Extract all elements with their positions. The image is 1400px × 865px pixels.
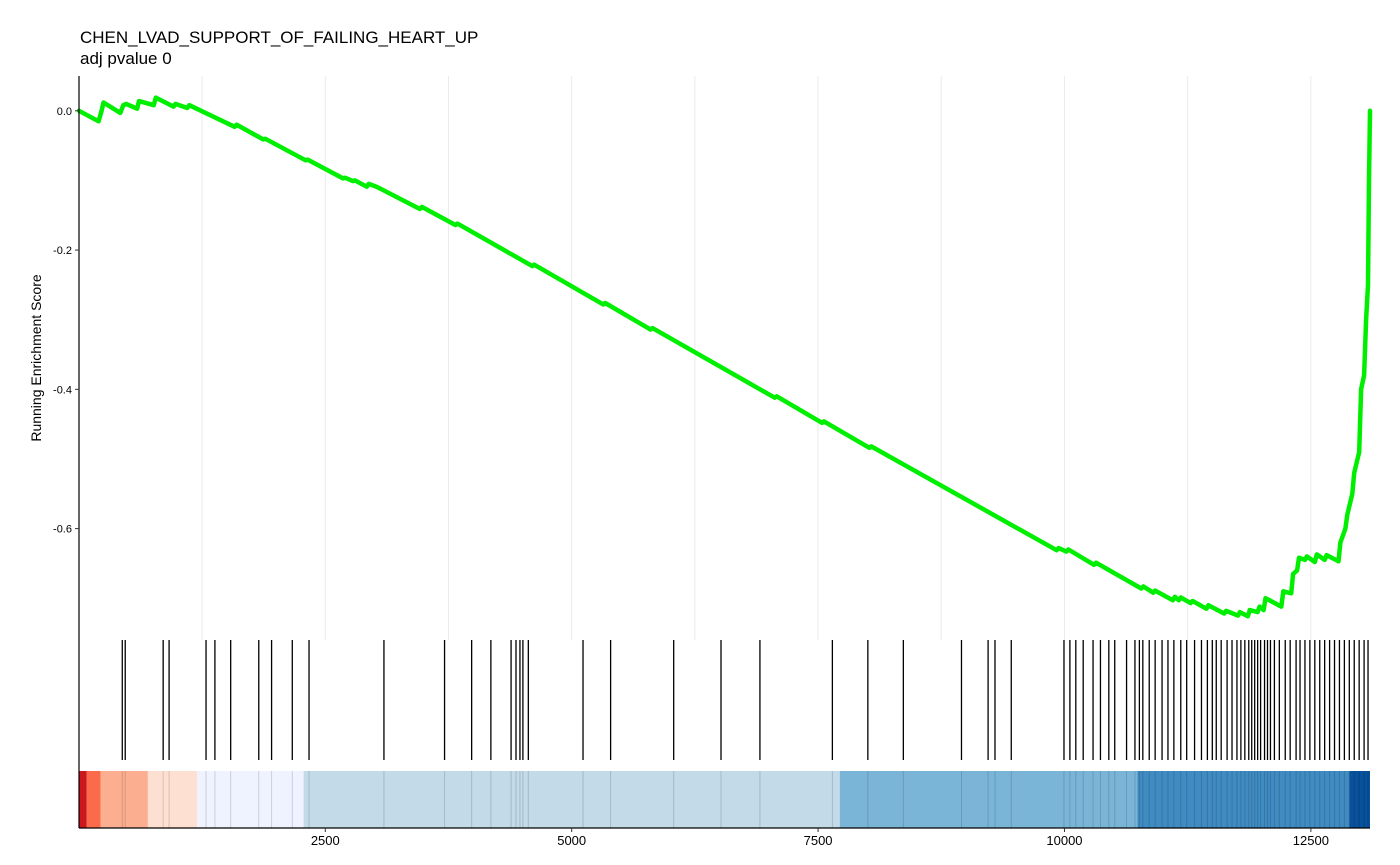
rank-band	[303, 771, 840, 828]
chart-title: CHEN_LVAD_SUPPORT_OF_FAILING_HEART_UP	[80, 28, 478, 47]
rank-band	[197, 771, 304, 828]
rank-band	[1349, 771, 1370, 828]
x-tick-label: 12500	[1293, 833, 1329, 848]
y-axis-label: Running Enrichment Score	[28, 274, 44, 442]
y-tick-label: -0.6	[53, 524, 72, 536]
x-axis: 2500 5000 7500 10000 12500	[78, 640, 1370, 848]
x-tick-label: 2500	[311, 833, 340, 848]
gene-hit-marks	[121, 640, 1369, 828]
rank-band	[839, 771, 1138, 828]
rank-band	[1137, 771, 1350, 828]
x-tick-label: 10000	[1046, 833, 1082, 848]
chart-subtitle: adj pvalue 0	[80, 49, 172, 68]
x-tick-label: 7500	[804, 833, 833, 848]
vertical-gridlines	[201, 76, 1312, 640]
rank-band	[86, 771, 101, 828]
y-tick-label: -0.2	[53, 245, 72, 257]
rank-band	[147, 771, 198, 828]
enrichment-score-line	[76, 95, 1373, 619]
es-series-line	[76, 95, 1373, 619]
rank-band	[79, 771, 87, 828]
rank-color-bar	[79, 771, 1370, 828]
rank-band	[100, 771, 148, 828]
y-tick-label: 0.0	[57, 106, 72, 118]
x-tick-label: 5000	[557, 833, 586, 848]
y-axis: 0.0 -0.2 -0.4 -0.6	[53, 76, 80, 640]
y-tick-label: -0.4	[53, 384, 72, 396]
